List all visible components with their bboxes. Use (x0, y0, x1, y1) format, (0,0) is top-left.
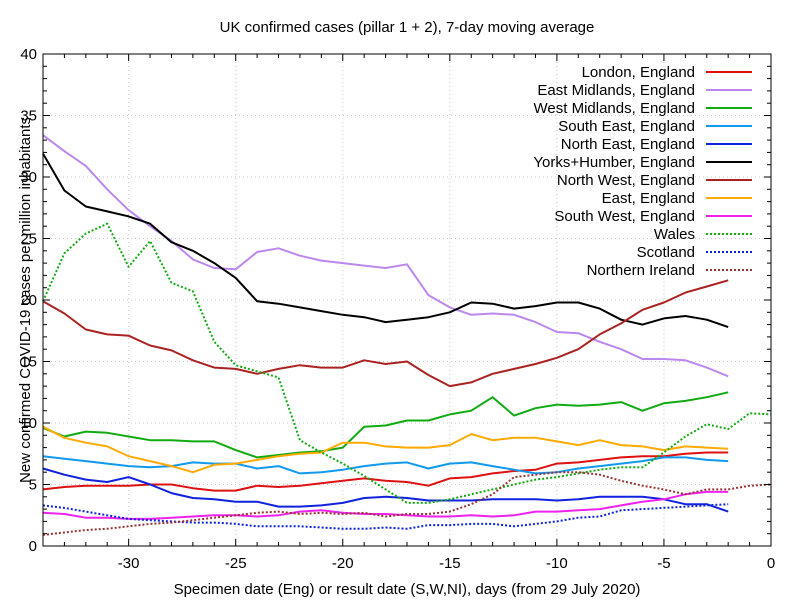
legend-label: West Midlands, England (534, 100, 695, 117)
series-line-london-england (42, 451, 729, 492)
legend-label: East, England (602, 190, 695, 207)
series-line-south-west-england (42, 490, 729, 520)
chart-title: UK confirmed cases (pillar 1 + 2), 7-day… (220, 19, 595, 36)
x-tick-label: -10 (546, 555, 568, 572)
y-tick-label: 30 (20, 169, 37, 186)
x-tick-label: -15 (439, 555, 461, 572)
y-axis-title: New confirmed COVID-19 cases per million… (17, 117, 34, 483)
series-line-west-midlands-england (42, 391, 729, 459)
y-tick-label: 15 (20, 354, 37, 371)
series-line-wales (42, 222, 772, 504)
legend-label: North East, England (561, 136, 695, 153)
legend-label: East Midlands, England (537, 82, 695, 99)
legend-label: Yorks+Humber, England (533, 154, 695, 171)
y-tick-label: 5 (29, 477, 37, 494)
x-tick-label: -20 (332, 555, 354, 572)
y-tick-label: 40 (20, 46, 37, 63)
legend-label: Northern Ireland (587, 262, 695, 279)
y-tick-label: 25 (20, 231, 37, 248)
x-tick-label: -5 (657, 555, 670, 572)
legend-label: London, England (582, 64, 695, 81)
legend-label: North West, England (557, 172, 695, 189)
series-line-yorks-humber-england (42, 153, 729, 329)
x-tick-label: -25 (225, 555, 247, 572)
y-tick-label: 0 (29, 538, 37, 555)
legend-label: South West, England (554, 208, 695, 225)
series-line-north-east-england (42, 467, 729, 513)
series-line-east-england (42, 425, 729, 474)
x-tick-label: -30 (118, 555, 140, 572)
y-tick-label: 10 (20, 415, 37, 432)
series-line-scotland (42, 503, 729, 530)
series-line-north-west-england (42, 279, 729, 388)
y-tick-label: 35 (20, 108, 37, 125)
series-line-northern-ireland (42, 471, 772, 536)
series-line-south-east-england (42, 455, 729, 475)
legend-label: Scotland (637, 244, 695, 261)
legend-label: Wales (654, 226, 695, 243)
x-axis-title: Specimen date (Eng) or result date (S,W,… (174, 581, 641, 598)
axis-ticks: -30 -25 -20 -15 -10 -5 0 0 5 10 15 20 25 30 35 40 (20, 46, 775, 572)
series-lines (42, 134, 772, 536)
y-tick-label: 20 (20, 292, 37, 309)
legend-label: South East, England (558, 118, 695, 135)
x-tick-label: 0 (767, 555, 775, 572)
